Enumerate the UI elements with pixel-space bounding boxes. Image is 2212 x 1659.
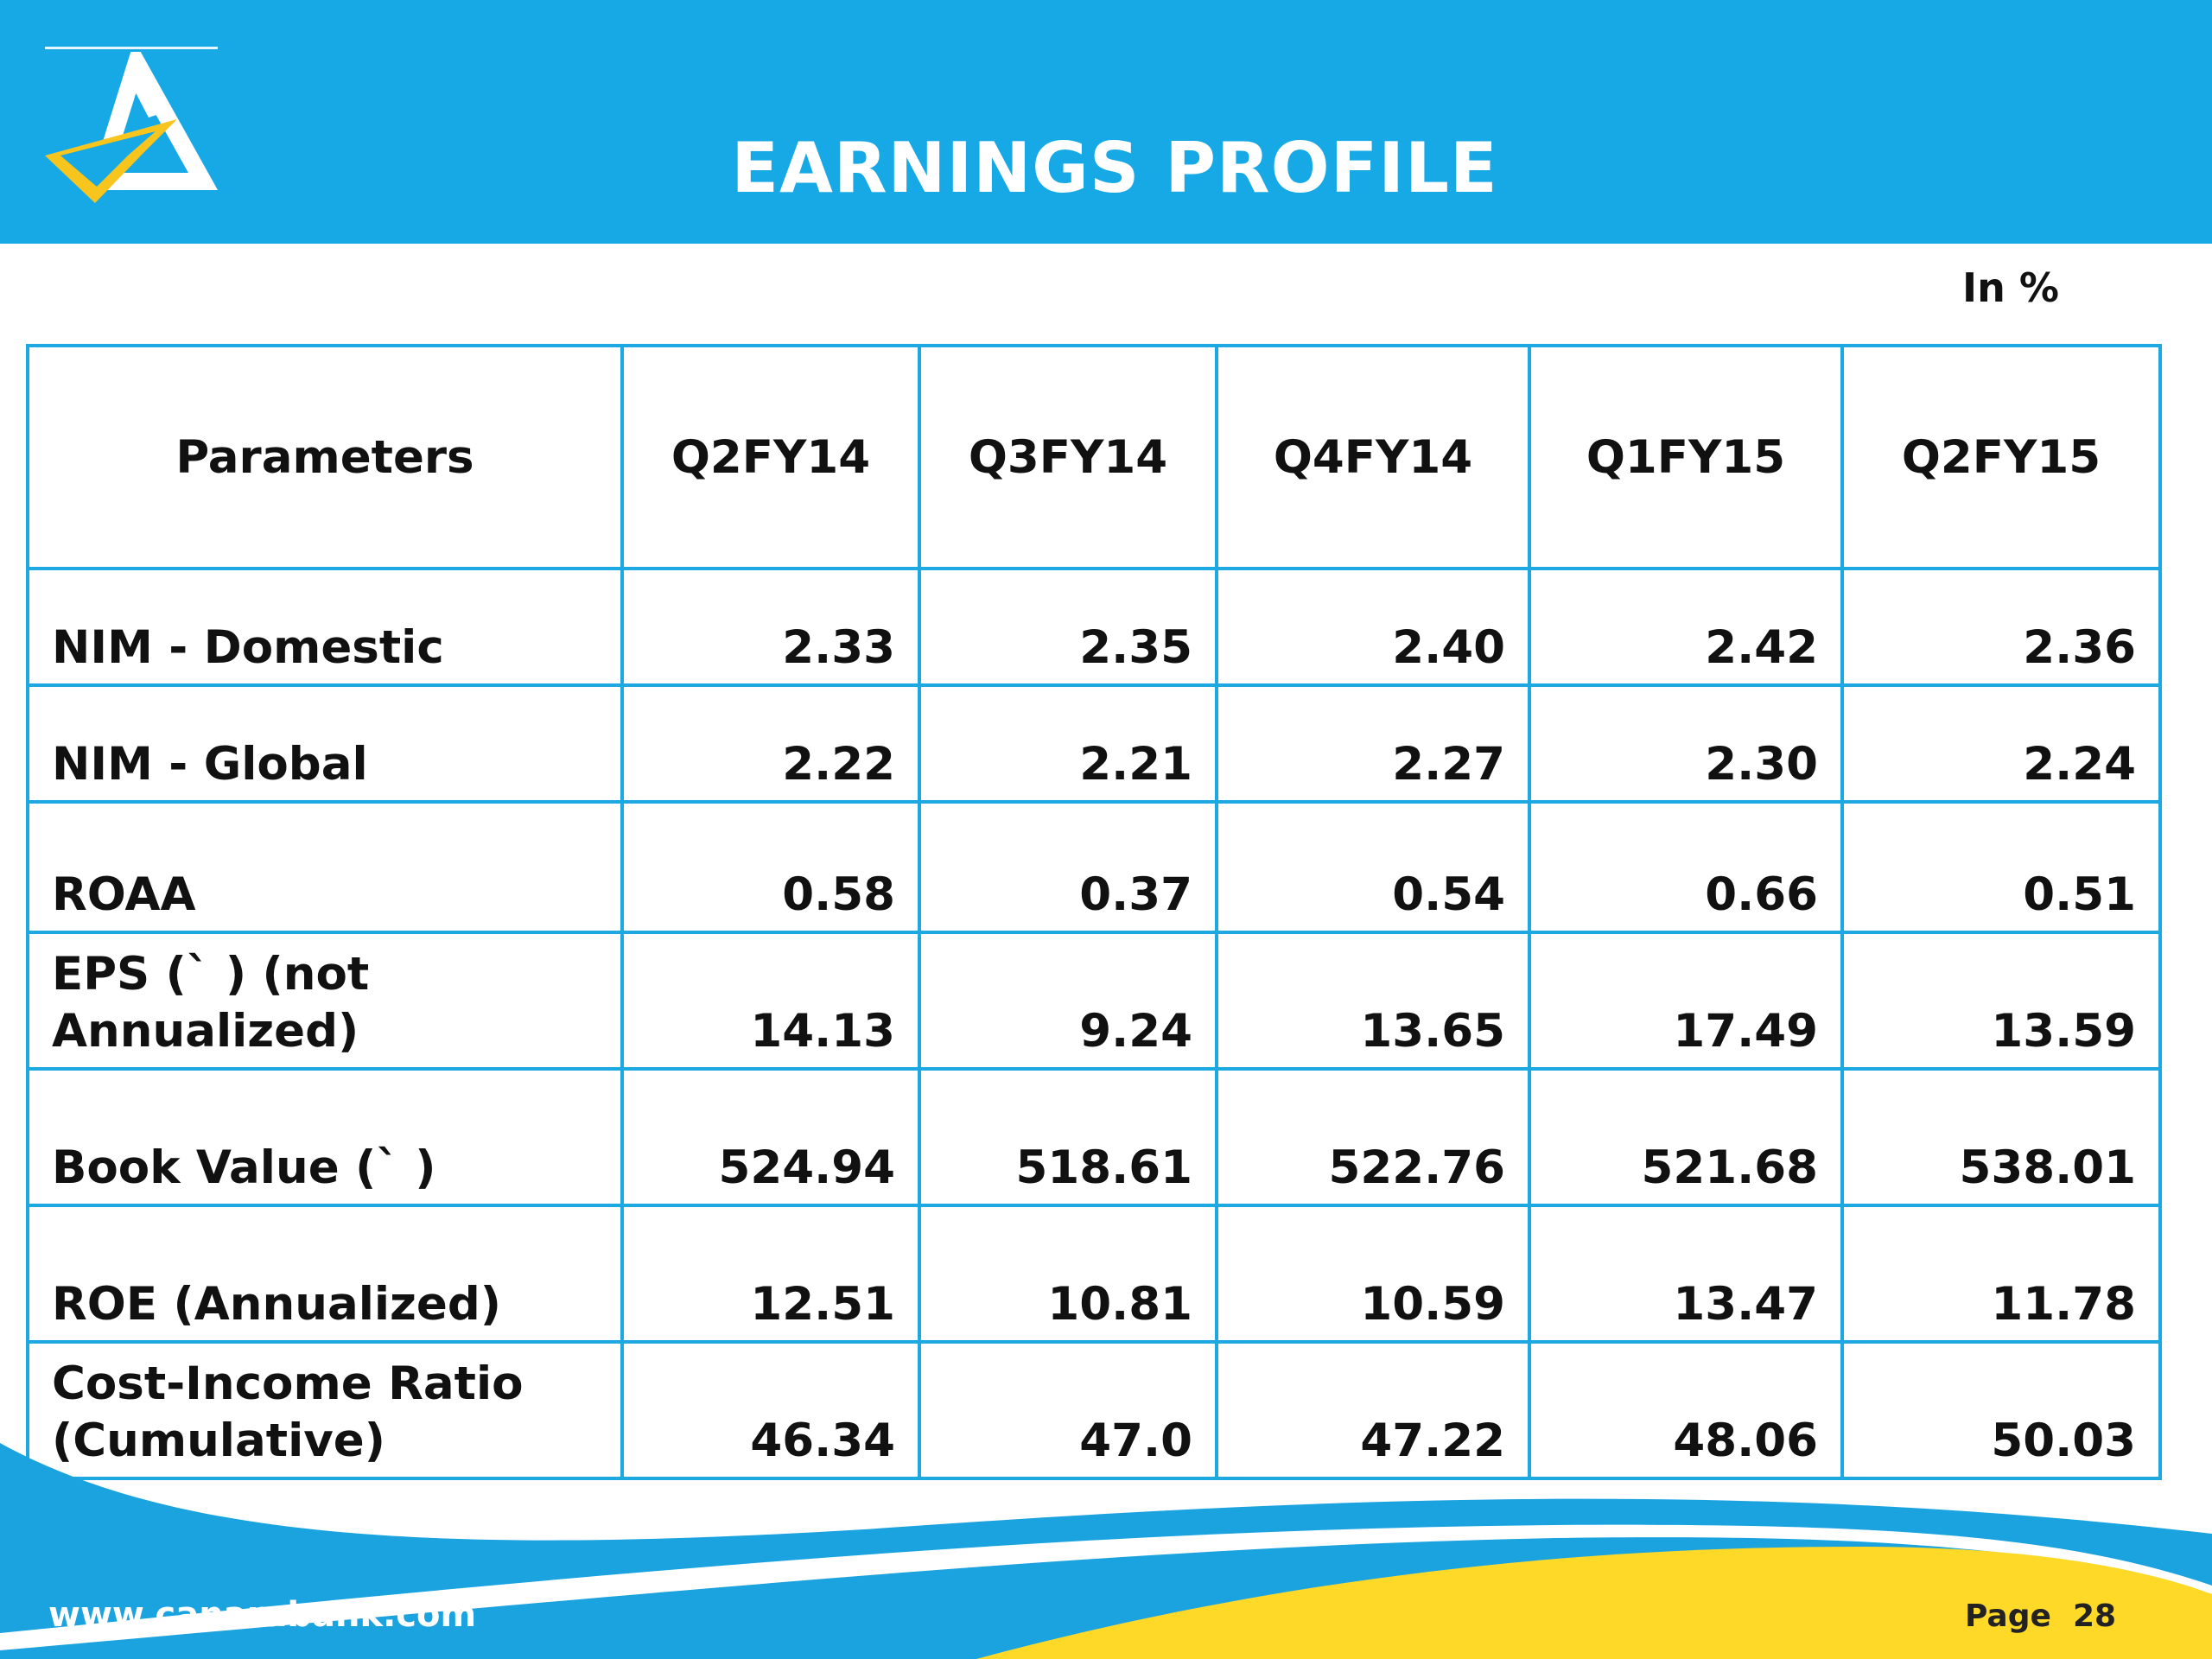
table-row: ROE (Annualized) 12.51 10.81 10.59 13.47… — [26, 1204, 2162, 1344]
page-number-value: 28 — [2072, 1599, 2117, 1634]
row-label: Cost-Income Ratio (Cumulative) — [26, 1340, 624, 1480]
table-cell: 10.81 — [918, 1204, 1218, 1344]
column-header: Parameters — [26, 344, 624, 570]
table-cell: 13.59 — [1840, 931, 2162, 1071]
row-label: NIM - Global — [26, 683, 624, 804]
footer-wave — [0, 1443, 2212, 1659]
table-cell: 12.51 — [620, 1204, 921, 1344]
table-row: NIM - Global 2.22 2.21 2.27 2.30 2.24 — [26, 683, 2162, 804]
row-label-line: Book Value (` ) — [52, 1141, 436, 1194]
row-label: ROAA — [26, 800, 624, 934]
row-label-line: NIM - Global — [52, 738, 368, 791]
unit-label: In % — [1962, 264, 2059, 311]
row-label-line: (Cumulative) — [52, 1414, 385, 1467]
logo-rule — [45, 47, 218, 49]
table-header-row: Parameters Q2FY14 Q3FY14 Q4FY14 Q1FY15 Q… — [26, 344, 2162, 570]
table-cell: 521.68 — [1528, 1067, 1844, 1207]
table-cell: 17.49 — [1528, 931, 1844, 1071]
table-cell: 9.24 — [918, 931, 1218, 1071]
table-cell: 538.01 — [1840, 1067, 2162, 1207]
row-label: EPS (` ) (not Annualized) — [26, 931, 624, 1071]
footer-wave-yellow — [976, 1547, 2212, 1659]
table-cell: 2.22 — [620, 683, 921, 804]
column-header: Q3FY14 — [918, 344, 1218, 570]
table-cell: 13.47 — [1528, 1204, 1844, 1344]
table-cell: 2.36 — [1840, 567, 2162, 687]
table-cell: 50.03 — [1840, 1340, 2162, 1480]
page-number: Page 28 — [1965, 1599, 2116, 1634]
table-cell: 10.59 — [1215, 1204, 1531, 1344]
table-cell: 2.27 — [1215, 683, 1531, 804]
header-banner: EARNINGS PROFILE — [0, 0, 2212, 244]
column-header: Q1FY15 — [1528, 344, 1844, 570]
row-label-line: ROE (Annualized) — [52, 1278, 502, 1331]
footer-wave-white — [0, 1524, 2212, 1650]
row-label-line: Cost-Income Ratio — [52, 1357, 524, 1410]
table-cell: 13.65 — [1215, 931, 1531, 1071]
table-cell: 0.54 — [1215, 800, 1531, 934]
row-label: Book Value (` ) — [26, 1067, 624, 1207]
table-cell: 48.06 — [1528, 1340, 1844, 1480]
table-row: Book Value (` ) 524.94 518.61 522.76 521… — [26, 1067, 2162, 1207]
table-cell: 0.66 — [1528, 800, 1844, 934]
table-cell: 2.35 — [918, 567, 1218, 687]
table-cell: 2.42 — [1528, 567, 1844, 687]
canara-bank-logo-icon — [45, 52, 219, 203]
row-label: NIM - Domestic — [26, 567, 624, 687]
table-cell: 14.13 — [620, 931, 921, 1071]
table-row: ROAA 0.58 0.37 0.54 0.66 0.51 — [26, 800, 2162, 934]
row-label-line: NIM - Domestic — [52, 621, 444, 674]
row-label: ROE (Annualized) — [26, 1204, 624, 1344]
earnings-table: Parameters Q2FY14 Q3FY14 Q4FY14 Q1FY15 Q… — [26, 344, 2162, 1480]
table-cell: 2.21 — [918, 683, 1218, 804]
table-cell: 0.51 — [1840, 800, 2162, 934]
table-cell: 47.0 — [918, 1340, 1218, 1480]
table-cell: 2.40 — [1215, 567, 1531, 687]
table-cell: 0.58 — [620, 800, 921, 934]
table-cell: 47.22 — [1215, 1340, 1531, 1480]
table-cell: 0.37 — [918, 800, 1218, 934]
website-link[interactable]: www.canarabank.com — [48, 1595, 477, 1635]
row-label-line: ROAA — [52, 868, 196, 921]
table-row: NIM - Domestic 2.33 2.35 2.40 2.42 2.36 — [26, 567, 2162, 687]
table-cell: 518.61 — [918, 1067, 1218, 1207]
column-header: Q2FY14 — [620, 344, 921, 570]
table-cell: 2.33 — [620, 567, 921, 687]
table-cell: 2.30 — [1528, 683, 1844, 804]
table-row: Cost-Income Ratio (Cumulative) 46.34 47.0… — [26, 1340, 2162, 1480]
column-header: Q4FY14 — [1215, 344, 1531, 570]
table-cell: 522.76 — [1215, 1067, 1531, 1207]
page-title: EARNINGS PROFILE — [731, 128, 1498, 208]
table-cell: 2.24 — [1840, 683, 2162, 804]
row-label-line: Annualized) — [52, 1005, 359, 1058]
column-header: Q2FY15 — [1840, 344, 2162, 570]
table-cell: 524.94 — [620, 1067, 921, 1207]
page-label: Page — [1965, 1599, 2051, 1634]
row-label-line: EPS (` ) (not — [52, 948, 370, 1001]
table-cell: 46.34 — [620, 1340, 921, 1480]
table-row: EPS (` ) (not Annualized) 14.13 9.24 13.6… — [26, 931, 2162, 1071]
table-cell: 11.78 — [1840, 1204, 2162, 1344]
